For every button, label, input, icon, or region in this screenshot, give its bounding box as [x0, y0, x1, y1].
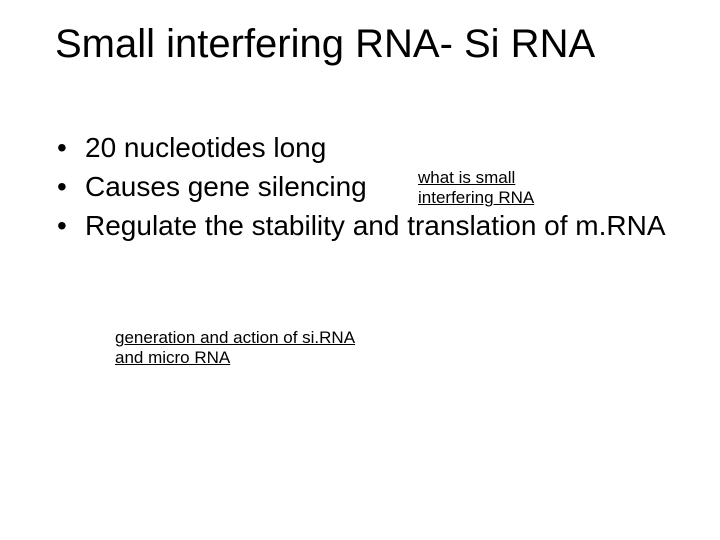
- generation-action-link[interactable]: generation and action of si.RNA and micr…: [115, 328, 385, 369]
- bullet-dot: •: [55, 169, 85, 204]
- bullet-dot: •: [55, 208, 85, 243]
- what-is-sirna-link[interactable]: what is small interfering RNA: [418, 168, 568, 209]
- list-item: • 20 nucleotides long: [55, 130, 675, 165]
- bullet-list: • 20 nucleotides long • Causes gene sile…: [55, 130, 675, 247]
- list-item: • Regulate the stability and translation…: [55, 208, 675, 243]
- slide: Small interfering RNA- Si RNA • 20 nucle…: [0, 0, 720, 540]
- slide-title: Small interfering RNA- Si RNA: [55, 22, 595, 67]
- bullet-text: 20 nucleotides long: [85, 130, 675, 165]
- bullet-text: Causes gene silencing: [85, 169, 675, 204]
- bullet-dot: •: [55, 130, 85, 165]
- bullet-text: Regulate the stability and translation o…: [85, 208, 675, 243]
- list-item: • Causes gene silencing: [55, 169, 675, 204]
